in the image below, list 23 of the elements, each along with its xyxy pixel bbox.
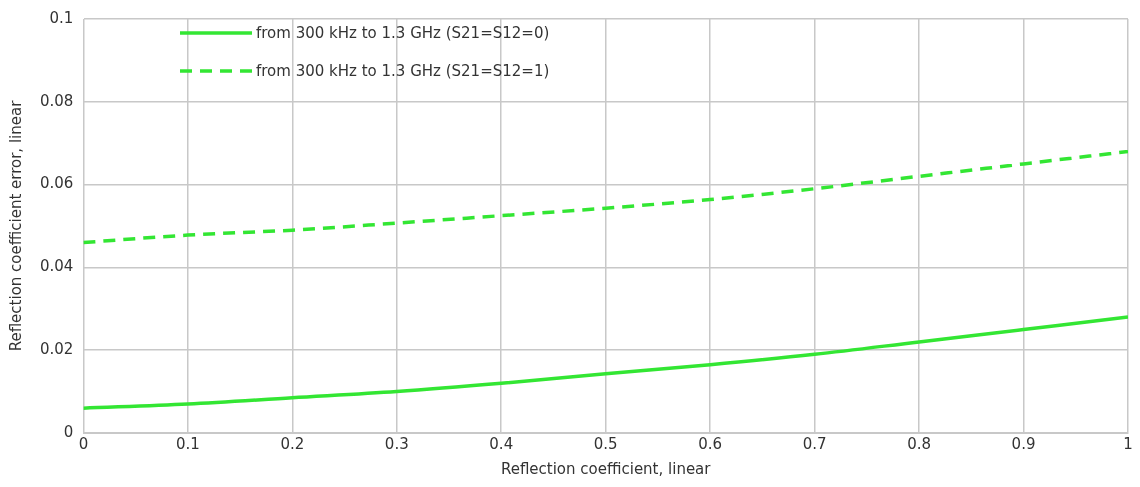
y-tick-label: 0 [63,422,74,441]
x-tick-label: 0.8 [907,434,932,453]
y-tick-label: 0.04 [39,257,74,276]
x-tick-label: 0 [78,434,89,453]
y-tick-label: 0.02 [39,340,74,359]
x-tick-label: 0.2 [280,434,305,453]
x-tick-label: 1 [1123,434,1133,453]
x-tick-label: 0.6 [698,434,723,453]
x-tick-label: 0.9 [1011,434,1036,453]
y-tick-label: 0.08 [39,91,74,110]
legend-label: from 300 kHz to 1.3 GHz (S21=S12=0) [256,24,550,42]
y-tick-label: 0.06 [39,174,74,193]
x-tick-label: 0.4 [489,434,514,453]
legend-label: from 300 kHz to 1.3 GHz (S21=S12=1) [256,62,550,80]
x-tick-label: 0.7 [802,434,827,453]
line-series [83,315,1128,410]
x-tick-label: 0.1 [175,434,200,453]
x-axis-title: Reflection coefficient, linear [500,459,712,478]
y-axis-title: Reflection coefficient error, linear [6,99,25,352]
x-tick-label: 0.3 [384,434,409,453]
x-tick-label: 0.5 [593,434,618,453]
line-series [83,149,1128,245]
y-tick-label: 0.1 [49,8,74,27]
